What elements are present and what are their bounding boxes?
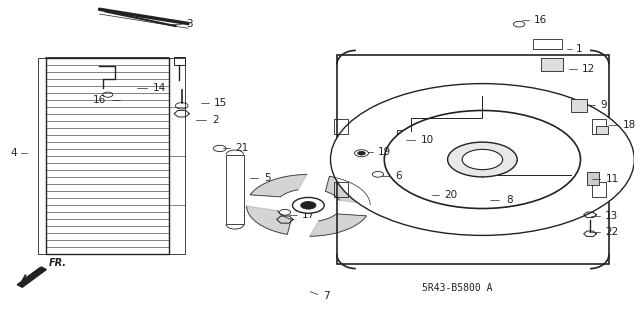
Text: 3: 3 xyxy=(186,19,193,28)
Circle shape xyxy=(355,150,369,157)
Polygon shape xyxy=(246,206,291,234)
Circle shape xyxy=(301,202,316,209)
Bar xyxy=(533,39,561,49)
Polygon shape xyxy=(325,176,370,204)
Bar xyxy=(587,172,600,185)
Polygon shape xyxy=(250,174,307,197)
Text: 6: 6 xyxy=(395,171,402,181)
Bar xyxy=(333,119,348,134)
Text: 18: 18 xyxy=(623,120,636,130)
Text: 19: 19 xyxy=(378,147,391,157)
Bar xyxy=(592,119,606,134)
Text: 2: 2 xyxy=(212,115,219,125)
Bar xyxy=(333,182,348,197)
Text: FR.: FR. xyxy=(49,258,67,268)
Polygon shape xyxy=(17,267,46,287)
Bar xyxy=(541,58,563,71)
Text: 13: 13 xyxy=(605,211,618,221)
Bar xyxy=(45,58,169,254)
Text: 16: 16 xyxy=(93,95,106,105)
Circle shape xyxy=(447,142,517,177)
Text: 11: 11 xyxy=(606,174,619,184)
Circle shape xyxy=(358,151,365,155)
Bar xyxy=(226,155,244,224)
Bar xyxy=(173,57,185,65)
Text: 5R43-B5800 A: 5R43-B5800 A xyxy=(422,283,492,293)
Text: 21: 21 xyxy=(236,144,249,153)
Text: 5: 5 xyxy=(264,174,271,183)
Circle shape xyxy=(462,149,502,170)
Text: 4: 4 xyxy=(11,148,17,158)
Text: 22: 22 xyxy=(605,226,618,237)
Text: 17: 17 xyxy=(302,210,316,220)
Bar xyxy=(571,100,587,112)
Polygon shape xyxy=(310,214,367,236)
Text: 14: 14 xyxy=(154,83,166,93)
Bar xyxy=(479,189,496,202)
Bar xyxy=(337,55,609,264)
Bar xyxy=(592,182,606,197)
Circle shape xyxy=(384,110,580,209)
Text: 20: 20 xyxy=(444,190,458,200)
Circle shape xyxy=(292,197,324,213)
Circle shape xyxy=(330,84,634,235)
Text: 9: 9 xyxy=(601,100,607,110)
Text: 10: 10 xyxy=(420,135,433,145)
Bar xyxy=(38,58,45,254)
Text: 7: 7 xyxy=(323,292,330,301)
Bar xyxy=(169,58,185,254)
Text: 8: 8 xyxy=(506,195,513,205)
Text: 1: 1 xyxy=(576,44,582,55)
Bar xyxy=(397,130,411,142)
Bar xyxy=(596,126,608,134)
Text: 16: 16 xyxy=(534,15,548,26)
Text: 15: 15 xyxy=(214,98,227,108)
Text: 12: 12 xyxy=(582,64,595,74)
